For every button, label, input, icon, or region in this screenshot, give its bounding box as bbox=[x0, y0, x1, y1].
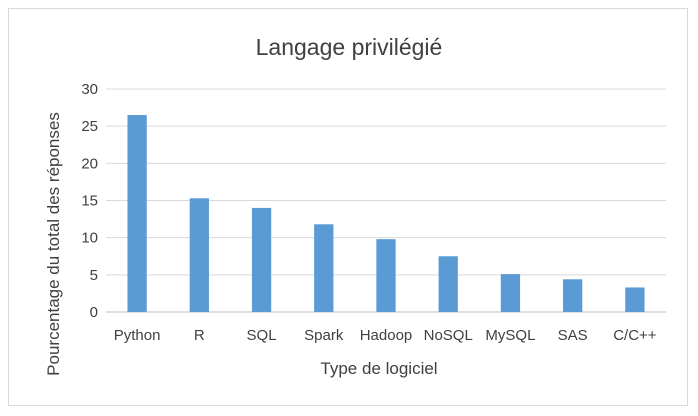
chart-frame: Langage privilégié 0 5 10 15 20 25 30 Python R S… bbox=[8, 8, 688, 406]
y-tick-label: 0 bbox=[90, 304, 98, 321]
x-tick-label: Python bbox=[114, 327, 161, 344]
x-tick-label: Hadoop bbox=[360, 327, 413, 344]
y-axis-label: Pourcentage du total des réponses bbox=[44, 112, 63, 376]
bar-nosql bbox=[438, 256, 458, 312]
bar-hadoop bbox=[376, 239, 396, 312]
y-tick-label: 10 bbox=[81, 230, 98, 247]
x-tick-label: Spark bbox=[304, 327, 344, 344]
bar-mysql bbox=[500, 274, 521, 312]
x-tick-label: SAS bbox=[558, 327, 588, 344]
y-tick-label: 30 bbox=[81, 81, 98, 98]
y-tick-label: 15 bbox=[81, 193, 98, 210]
x-axis-ticks: Python R SQL Spark Hadoop NoSQL MySQL SAS C/C++ bbox=[114, 327, 657, 344]
bar-sql bbox=[251, 207, 272, 312]
bar-sas bbox=[563, 279, 583, 312]
x-tick-label: SQL bbox=[247, 327, 277, 344]
bar-c-c- bbox=[625, 287, 645, 312]
bar-r bbox=[189, 198, 209, 312]
x-axis-label: Type de logiciel bbox=[320, 359, 437, 378]
y-axis-ticks: 0 5 10 15 20 25 30 bbox=[81, 81, 98, 321]
x-tick-label: R bbox=[194, 327, 205, 344]
y-tick-label: 5 bbox=[90, 267, 98, 284]
chart-title: Langage privilégié bbox=[256, 34, 443, 60]
x-tick-label: MySQL bbox=[485, 327, 535, 344]
y-tick-label: 20 bbox=[81, 155, 98, 172]
bar-chart: Langage privilégié 0 5 10 15 20 25 30 Python R S… bbox=[44, 34, 666, 378]
bars bbox=[127, 115, 645, 313]
bar-spark bbox=[314, 224, 334, 312]
bar-python bbox=[127, 115, 147, 313]
y-tick-label: 25 bbox=[81, 118, 98, 135]
x-tick-label: C/C++ bbox=[613, 327, 657, 344]
x-tick-label: NoSQL bbox=[424, 327, 473, 344]
